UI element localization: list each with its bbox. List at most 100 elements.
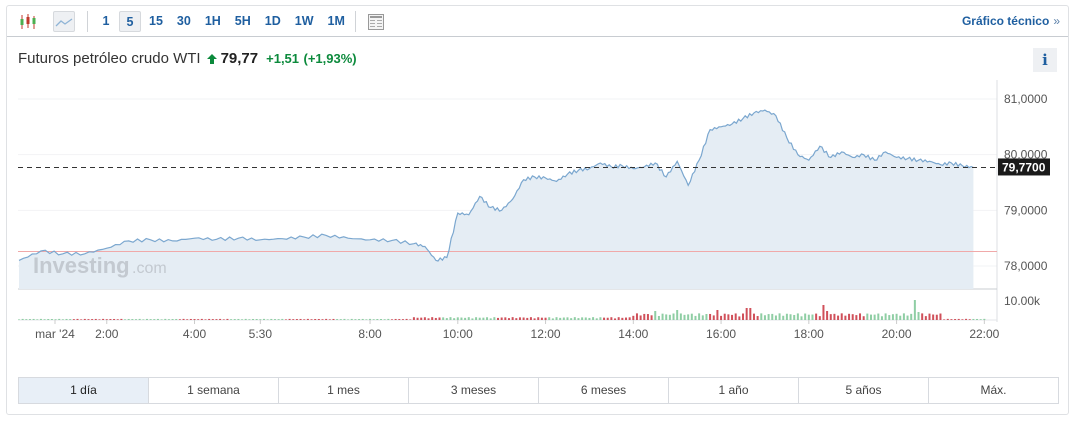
interval-30[interactable]: 30 bbox=[176, 14, 191, 28]
volume-bar bbox=[606, 317, 609, 320]
volume-bar bbox=[80, 319, 83, 320]
price-chart[interactable]: Investing .com 79,7700 81,0000 80,0000 79,000… bbox=[7, 6, 1070, 366]
volume-bar bbox=[222, 319, 225, 320]
range-tab[interactable]: Máx. bbox=[980, 383, 1007, 397]
interval-5[interactable]: 5 bbox=[119, 11, 141, 32]
interval-15[interactable]: 15 bbox=[149, 14, 163, 28]
volume-bar bbox=[716, 310, 719, 320]
volume-bar bbox=[621, 317, 624, 320]
volume-bar bbox=[628, 317, 631, 320]
volume-bar bbox=[899, 315, 902, 320]
volume-bar bbox=[822, 305, 825, 320]
volume-bar bbox=[182, 318, 185, 320]
volume-bar bbox=[972, 318, 975, 320]
volume-bar bbox=[248, 319, 251, 320]
range-tab[interactable]: 3 meses bbox=[409, 378, 539, 403]
volume-bar bbox=[603, 317, 606, 320]
interval-1h[interactable]: 1H bbox=[204, 14, 221, 28]
volume-bar bbox=[946, 318, 949, 320]
volume-bar bbox=[87, 319, 90, 320]
range-tab[interactable]: 1 semana bbox=[149, 378, 279, 403]
volume-bar bbox=[449, 317, 452, 320]
volume-bar bbox=[365, 319, 368, 320]
volume-bar bbox=[211, 319, 214, 320]
info-button[interactable]: i bbox=[1033, 48, 1057, 72]
volume-bar bbox=[420, 317, 423, 320]
volume-bar bbox=[281, 318, 284, 320]
range-tab[interactable]: 1 mes bbox=[279, 378, 409, 403]
volume-bar bbox=[577, 318, 580, 320]
volume-bar bbox=[167, 319, 170, 320]
volume-bar bbox=[76, 318, 79, 320]
volume-bar bbox=[793, 314, 796, 320]
volume-bar bbox=[548, 317, 551, 320]
interval-5h[interactable]: 5H bbox=[234, 14, 251, 28]
volume-bar bbox=[460, 317, 463, 320]
volume-bar bbox=[500, 317, 503, 320]
range-tab[interactable]: 1 año bbox=[669, 378, 799, 403]
volume-bar bbox=[288, 318, 291, 320]
volume-bar bbox=[588, 317, 591, 320]
volume-bar bbox=[701, 315, 704, 320]
volume-bar bbox=[431, 317, 434, 320]
volume-bar bbox=[676, 310, 679, 320]
volume-bar bbox=[855, 315, 858, 320]
volume-bar bbox=[976, 318, 979, 320]
up-arrow-icon bbox=[206, 54, 217, 64]
volume-bar bbox=[723, 313, 726, 320]
volume-bar bbox=[102, 318, 105, 320]
last-price: 79,77 bbox=[220, 50, 259, 67]
volume-bar bbox=[61, 319, 64, 320]
range-tab[interactable]: 1 día bbox=[19, 378, 149, 403]
volume-bar bbox=[94, 318, 97, 320]
volume-bar bbox=[277, 319, 280, 320]
chart-toolbar: 1 5 15 30 1H 5H 1D 1W 1M Gráfico técnico» bbox=[7, 6, 1068, 37]
interval-1w[interactable]: 1W bbox=[294, 14, 314, 28]
volume-bar bbox=[317, 319, 320, 320]
volume-bar bbox=[742, 313, 745, 320]
volume-bar bbox=[69, 319, 72, 320]
volume-bar bbox=[160, 319, 163, 320]
volume-bar bbox=[789, 314, 792, 320]
interval-1m[interactable]: 1M bbox=[327, 14, 345, 28]
volume-bar bbox=[804, 313, 807, 320]
volume-bar bbox=[800, 316, 803, 320]
volume-bar bbox=[175, 318, 178, 320]
candlestick-icon[interactable] bbox=[17, 11, 39, 32]
interval-1[interactable]: 1 bbox=[102, 14, 110, 28]
volume-bar bbox=[343, 318, 346, 320]
table-view-icon[interactable] bbox=[365, 11, 387, 32]
volume-bar bbox=[149, 319, 152, 320]
range-tab[interactable]: 6 meses bbox=[539, 378, 669, 403]
volume-bar bbox=[153, 319, 156, 320]
volume-bar bbox=[877, 313, 880, 320]
volume-bar bbox=[504, 317, 507, 320]
volume-bar bbox=[537, 317, 540, 320]
volume-bar bbox=[350, 318, 353, 320]
volume-bar bbox=[862, 316, 865, 320]
volume-bar bbox=[273, 319, 276, 320]
area-chart-icon[interactable] bbox=[53, 11, 75, 32]
volume-bar bbox=[387, 318, 390, 320]
volume-bar bbox=[968, 319, 971, 320]
volume-bar bbox=[610, 317, 613, 320]
interval-1d[interactable]: 1D bbox=[264, 14, 281, 28]
volume-bar bbox=[116, 319, 119, 320]
price-change-percent: (+1,93%) bbox=[303, 51, 357, 66]
technical-chart-link[interactable]: Gráfico técnico» bbox=[962, 14, 1060, 28]
volume-bar bbox=[727, 314, 730, 320]
volume-bar bbox=[131, 319, 134, 320]
volume-bar bbox=[643, 313, 646, 320]
chevron-right-icon: » bbox=[1053, 14, 1060, 28]
volume-bar bbox=[445, 318, 448, 320]
volume-bar bbox=[113, 318, 116, 320]
volume-bar bbox=[135, 319, 138, 320]
volume-bar bbox=[932, 314, 935, 320]
volume-bar bbox=[924, 316, 927, 320]
volume-bar bbox=[712, 315, 715, 320]
x-tick-label: 20:00 bbox=[882, 327, 912, 341]
x-tick-label: 14:00 bbox=[618, 327, 648, 341]
range-tab[interactable]: 5 años bbox=[799, 378, 929, 403]
volume-bar bbox=[873, 314, 876, 320]
volume-bar bbox=[226, 318, 229, 320]
